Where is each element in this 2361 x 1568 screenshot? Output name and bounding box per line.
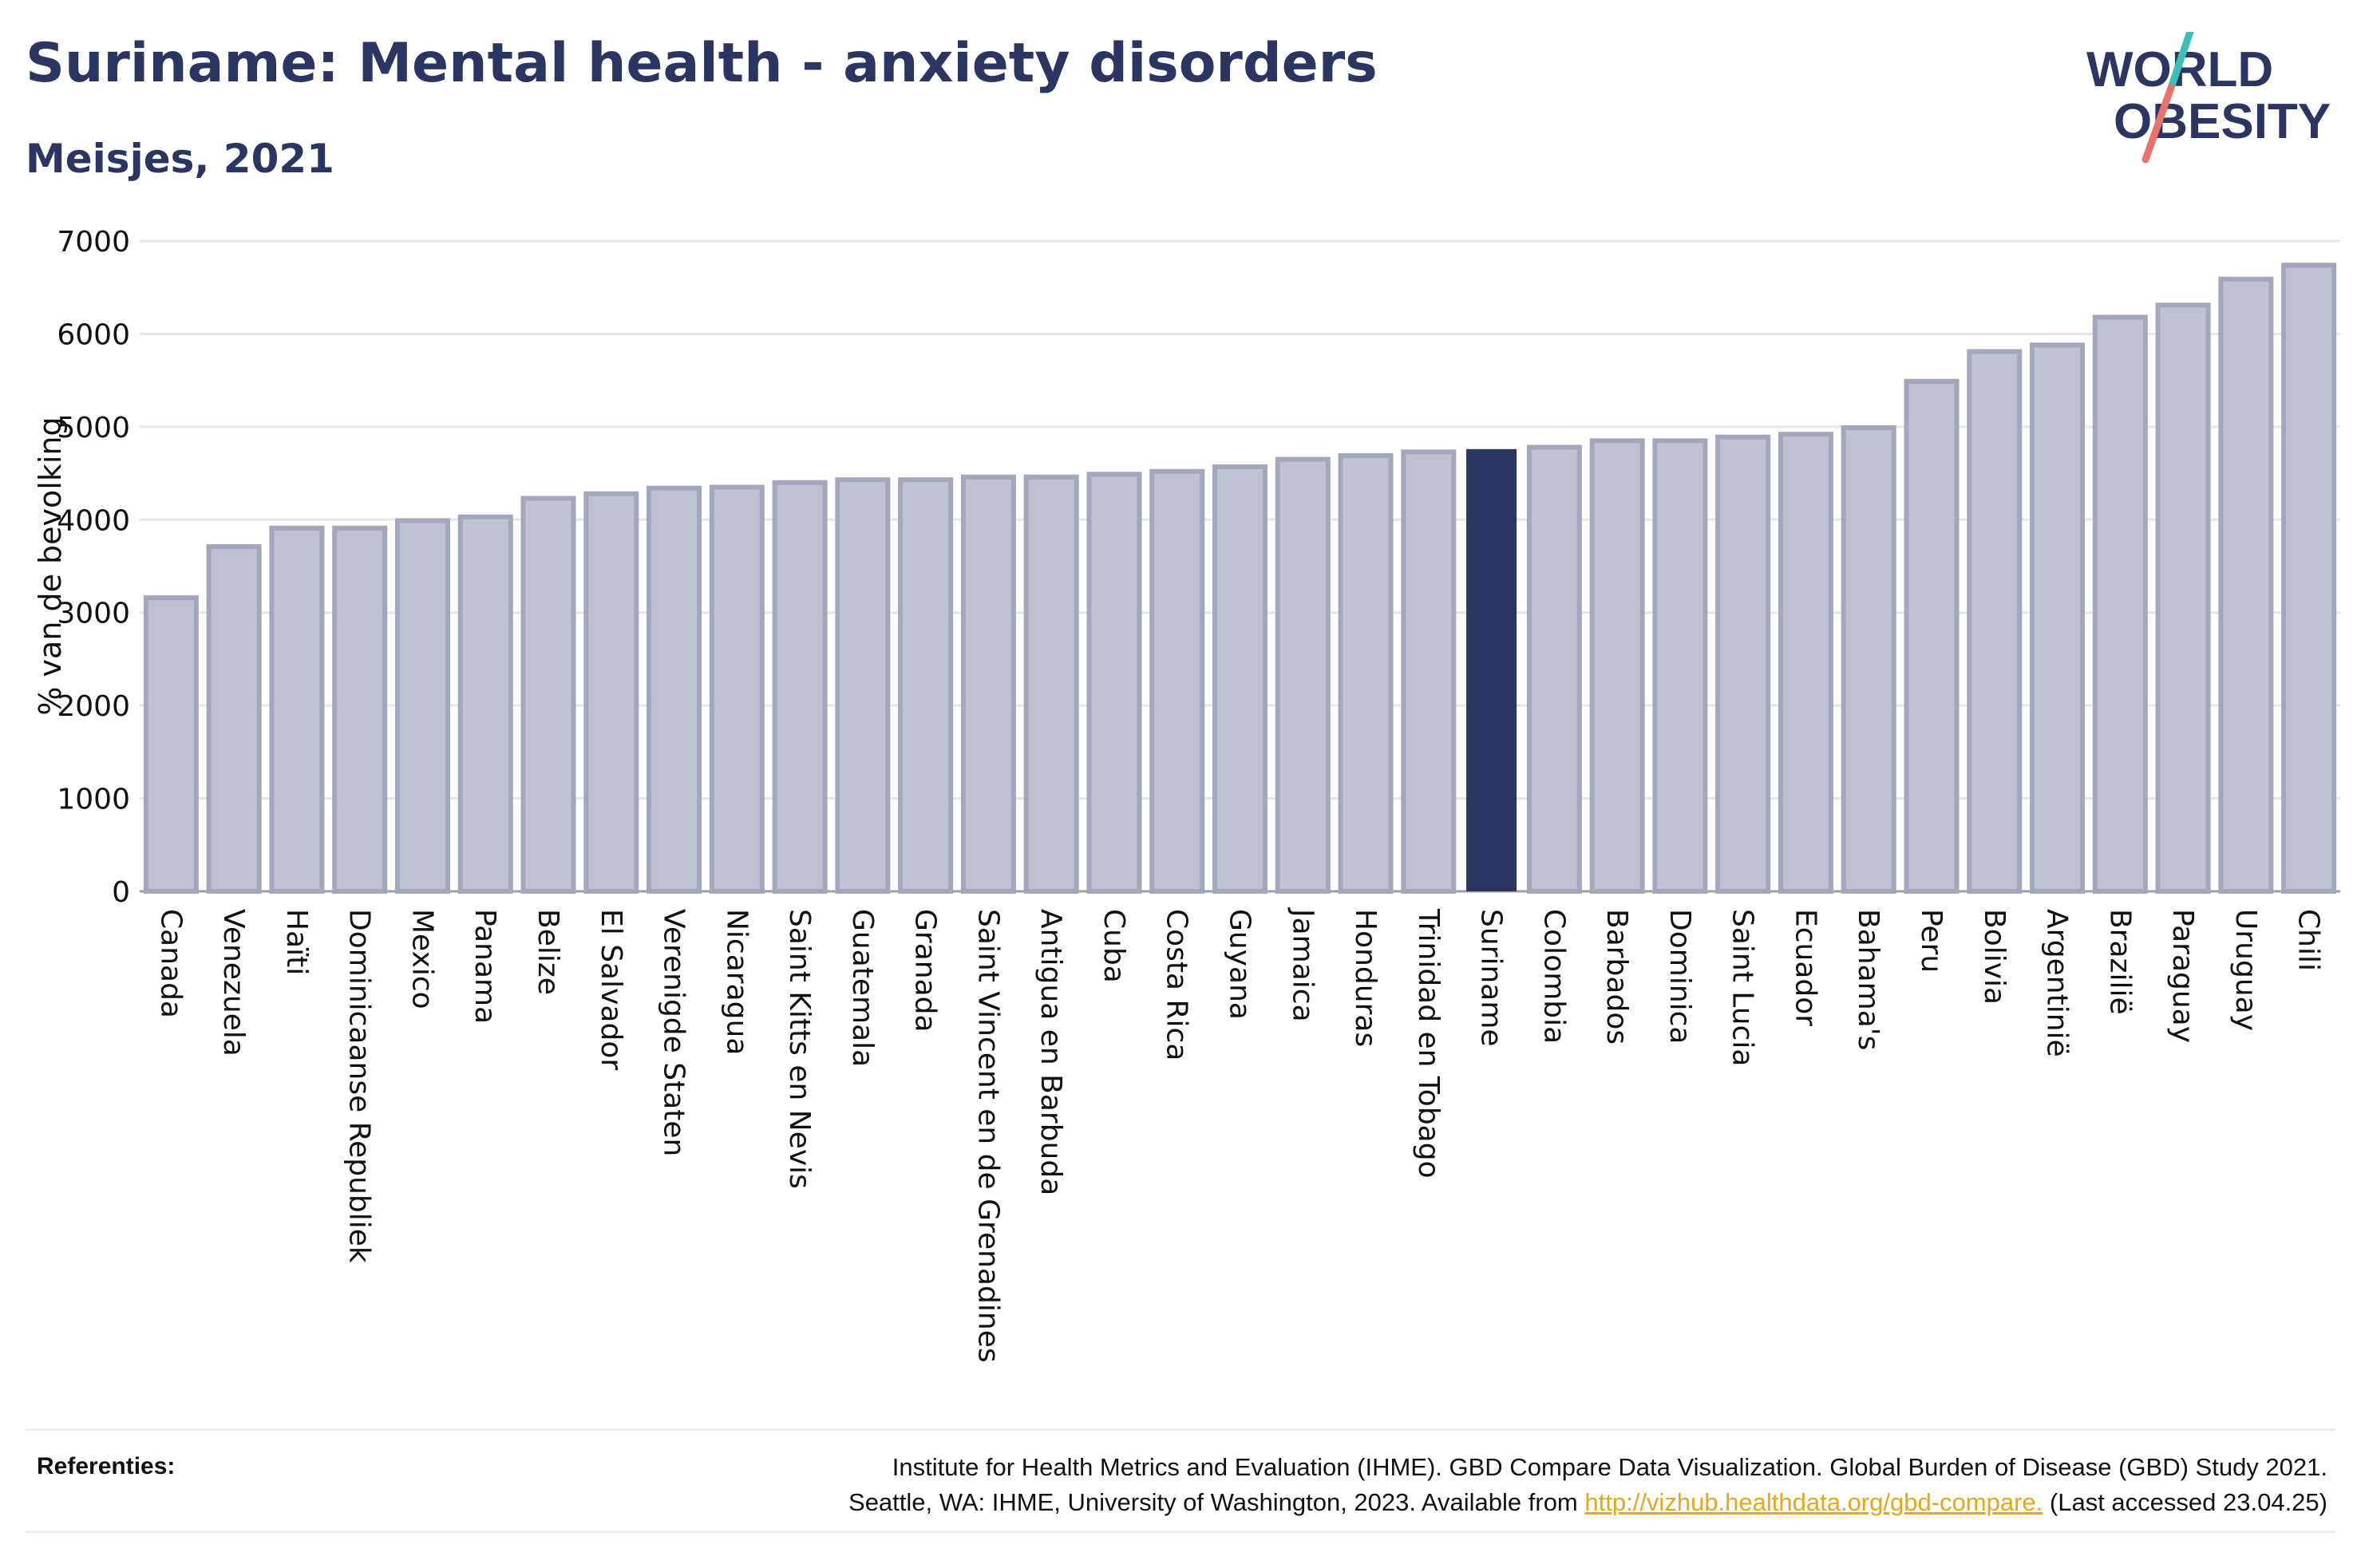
bars [143,263,2337,895]
logo-slash-coral [2142,84,2175,164]
x-tick-label: Bolivia [1978,909,2011,1005]
bar [1526,444,1582,894]
bar [647,485,702,894]
x-tick-label: Guatemala [846,909,879,1067]
bar [1401,449,1457,894]
bar [143,595,199,894]
bar [1086,472,1142,894]
x-tick-label: Brazilië [2103,909,2136,1015]
bar [206,544,262,894]
page-title: Suriname: Mental health - anxiety disord… [26,32,1378,95]
x-tick-label: Trinidad en Tobago [1412,908,1445,1179]
bar [394,518,450,894]
x-tick-label: Paraguay [2166,909,2199,1043]
x-tick-label: Saint Vincent en de Grenadines [971,909,1004,1363]
bar [2218,276,2274,894]
y-tick-label: 0 [112,876,130,909]
x-tick-label: Granada [909,909,942,1033]
x-tick-label: Nicaragua [720,909,753,1055]
bar [2155,302,2211,895]
references-text: Institute for Health Metrics and Evaluat… [571,1450,2327,1520]
x-tick-label: Jamaica [1286,907,1319,1022]
x-tick-label: Dominica [1663,909,1696,1045]
bar [332,525,388,894]
logo-slash-teal [2167,32,2194,92]
bar [1338,452,1394,894]
references-line-2: Seattle, WA: IHME, University of Washing… [848,1488,1578,1516]
bar [898,477,954,894]
x-tick-label: Bahama's [1852,909,1884,1050]
x-tick-label: Verenigde Staten [658,909,690,1156]
bar [772,480,828,894]
bar [2092,314,2148,894]
x-tick-label: Peru [1915,909,1948,973]
x-tick-label: Chili [2292,909,2325,971]
bar [520,496,576,894]
y-tick-label: 7000 [57,226,130,259]
world-obesity-logo: WORLD OBESITY [2086,32,2331,164]
x-tick-label: Barbados [1600,909,1633,1045]
x-tick-label: Colombia [1537,909,1570,1044]
bar-chart: 0 1000 2000 3000 4000 5000 6000 7000 Canada Vene… [33,226,2340,1363]
x-tick-label: Mexico [405,909,438,1009]
y-tick-label: 2000 [57,690,130,723]
x-tick-label: Venezuela [217,909,250,1057]
y-axis-label: % van de bevolking [33,417,68,715]
x-tick-label: Costa Rica [1161,909,1193,1060]
bar [2030,342,2086,894]
bar [1904,378,1960,894]
x-tick-label: Dominicaanse Republiek [343,909,376,1263]
x-tick-label: Canada [154,909,187,1018]
x-tick-labels: Canada Venezuela Haïti Dominicaanse Republi… [154,907,2324,1363]
x-tick-label: El Salvador [595,909,627,1070]
bar [709,484,765,894]
bar [1023,474,1079,894]
bar [1652,438,1708,894]
bar [269,525,325,894]
y-tick-labels: 0 1000 2000 3000 4000 5000 6000 7000 [57,226,130,909]
bar-highlight [1466,448,1517,891]
y-tick-label: 3000 [57,598,130,630]
x-tick-label: Uruguay [2229,909,2262,1031]
x-tick-label: Antigua en Barbuda [1034,909,1067,1195]
x-tick-label: Haïti [280,909,313,975]
y-tick-label: 1000 [57,784,130,816]
x-tick-label: Suriname [1475,909,1508,1047]
x-tick-label: Guyana [1224,909,1256,1020]
bar [1715,434,1771,894]
bar [1275,456,1331,894]
x-tick-label: Saint Lucia [1726,909,1759,1066]
x-tick-label: Saint Kitts en Nevis [783,909,816,1189]
references-panel: Referenties: Institute for Health Metric… [26,1428,2335,1533]
bar [583,491,639,895]
x-tick-label: Ecuador [1789,909,1821,1026]
references-line-2-end: (Last accessed 23.04.25) [2049,1488,2327,1516]
references-line-1: Institute for Health Metrics and Evaluat… [892,1453,2327,1481]
bar [1778,432,1833,894]
bar [835,477,891,894]
y-tick-label: 5000 [57,412,130,444]
y-tick-label: 4000 [57,504,130,537]
x-tick-label: Panama [469,909,501,1024]
bar [2281,263,2337,894]
x-tick-label: Belize [532,909,564,995]
bar [1212,464,1268,894]
bar [1841,425,1896,894]
page-subtitle: Meisjes, 2021 [26,136,334,182]
bar [960,474,1016,894]
x-tick-label: Cuba [1097,909,1130,983]
y-tick-label: 6000 [57,318,130,351]
bar [457,514,513,894]
x-tick-label: Argentinië [2041,909,2074,1057]
bar [1149,468,1205,894]
references-label: Referenties: [37,1453,176,1479]
references-link[interactable]: http://vizhub.healthdata.org/gbd-compare… [1584,1488,2043,1516]
bar [1967,349,2023,894]
x-tick-label: Honduras [1349,909,1382,1047]
bar [1589,438,1645,894]
